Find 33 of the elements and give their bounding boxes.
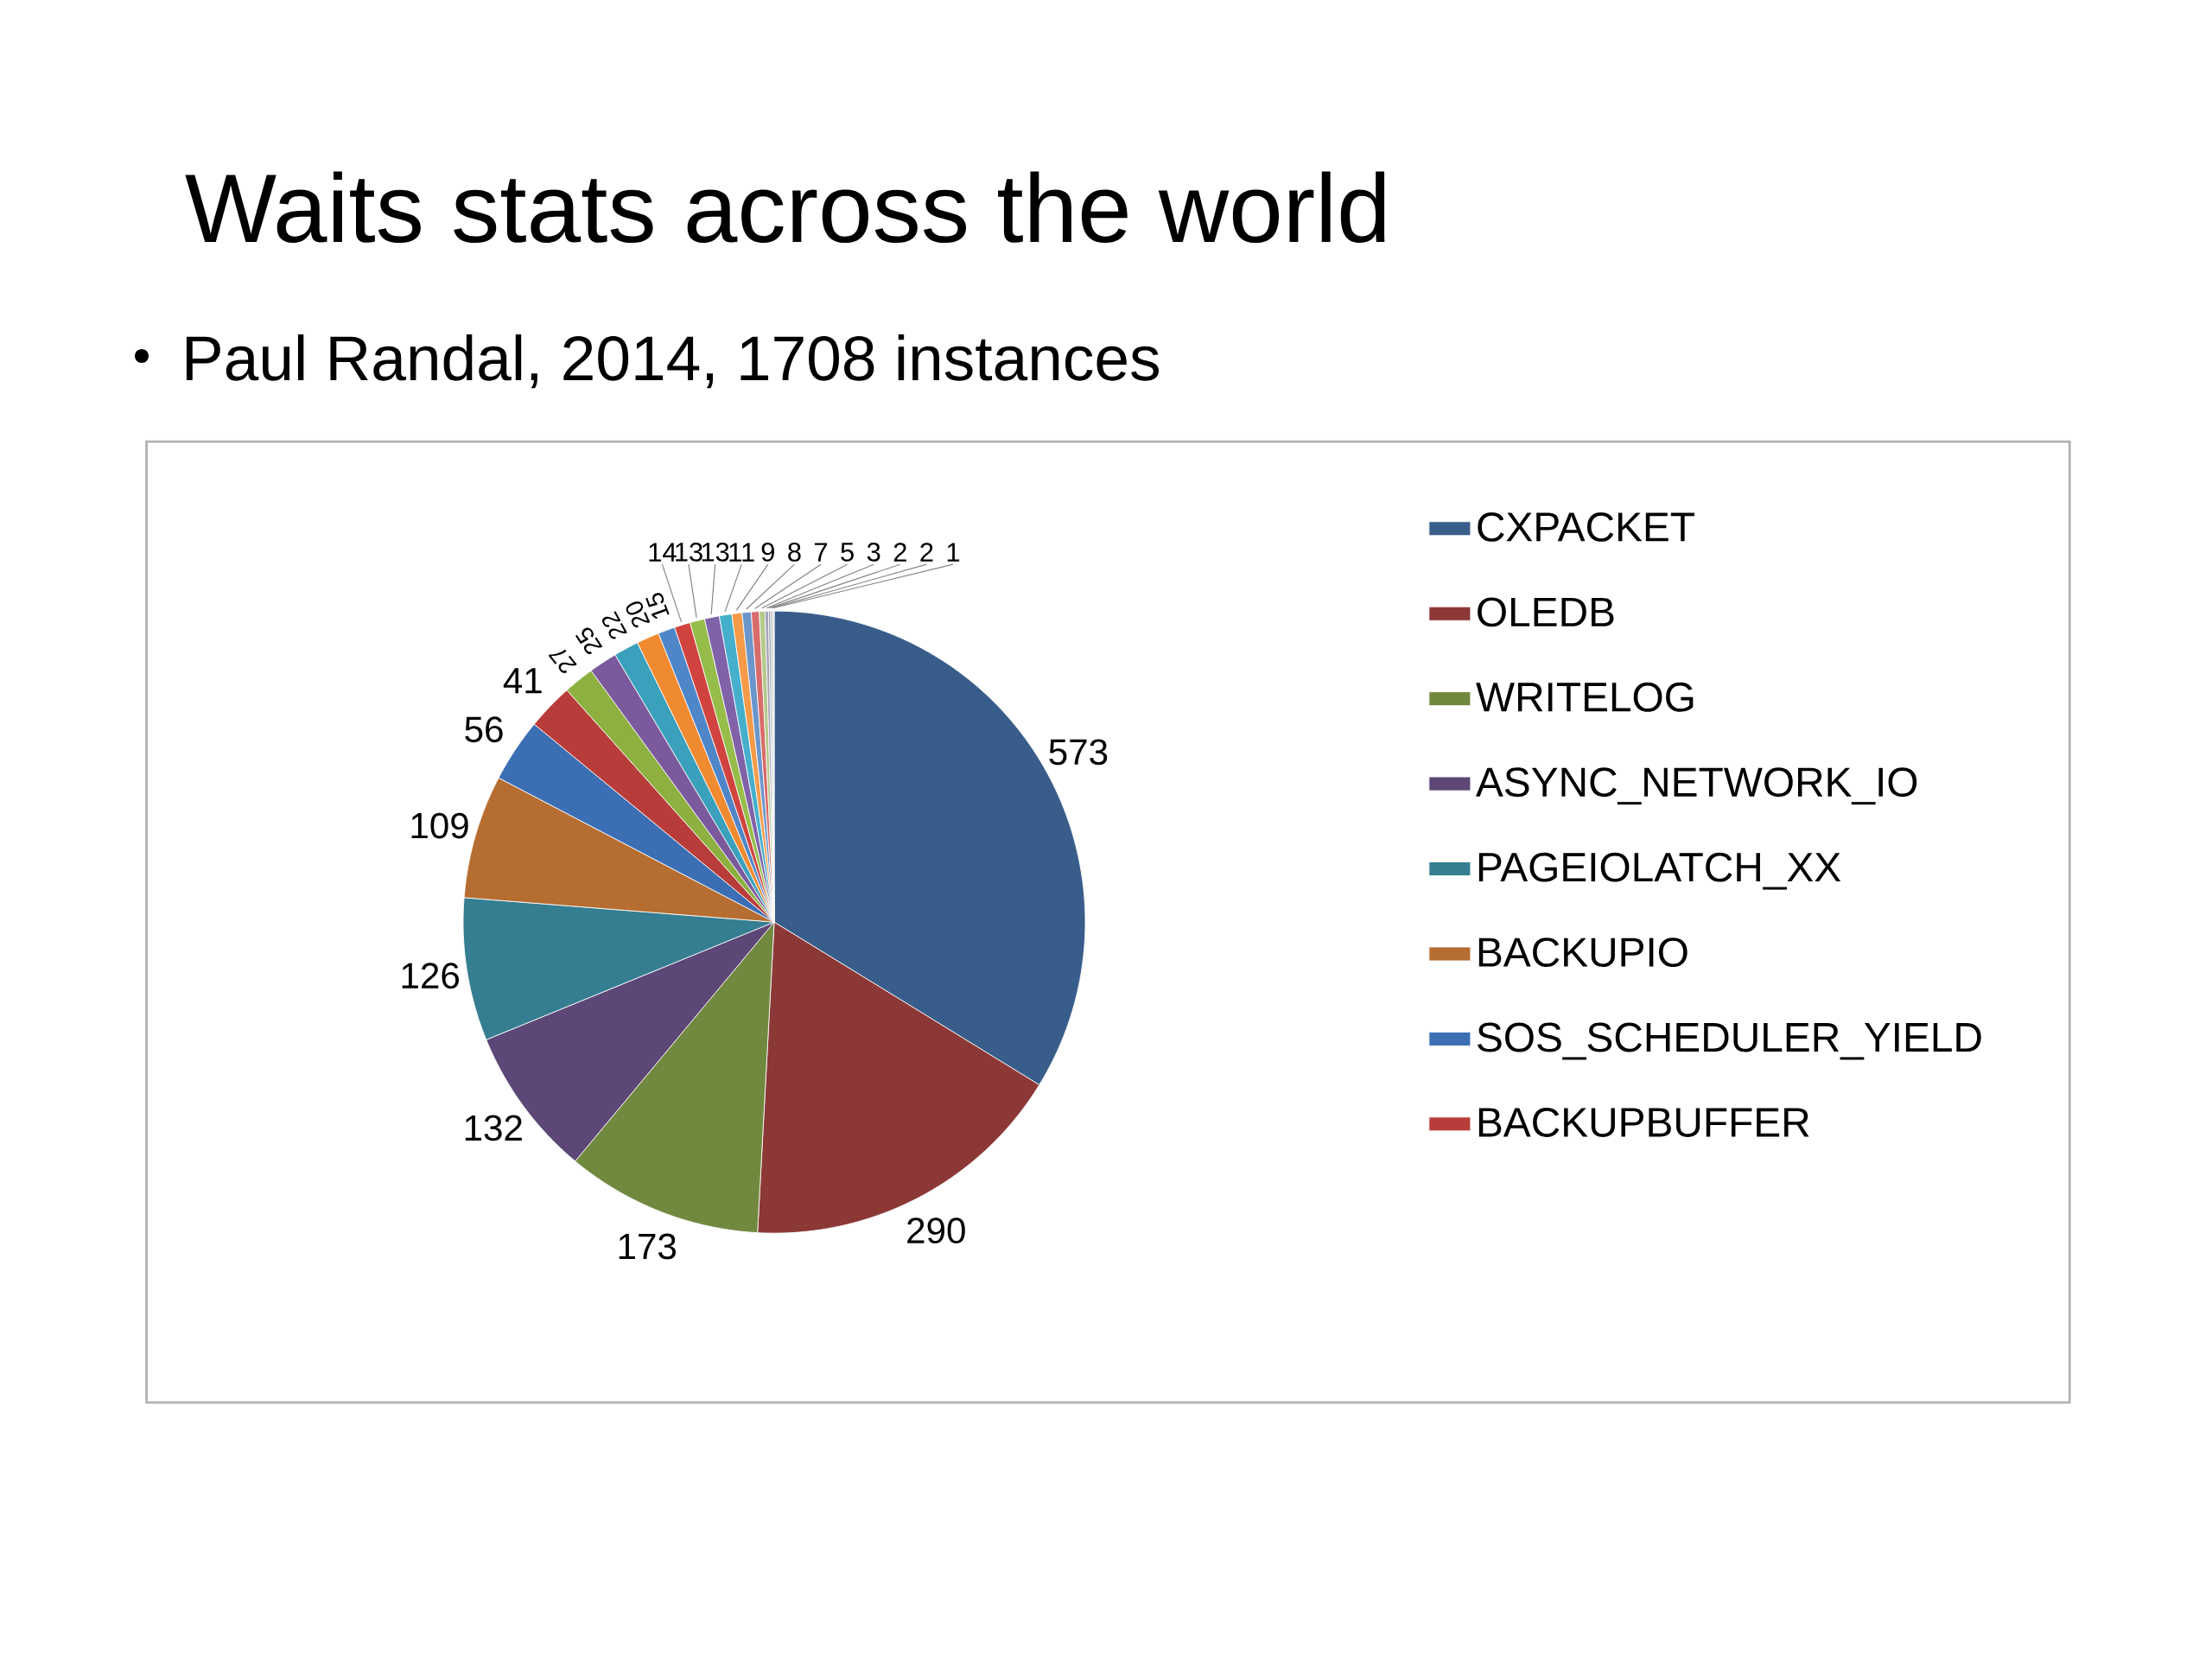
legend-label: BACKUPBUFFER	[1478, 1108, 1809, 1137]
legend-label: WRITELOG	[1476, 682, 1694, 712]
data-label: 13	[676, 542, 702, 562]
data-label: 1	[947, 543, 960, 562]
data-label: 25	[575, 627, 603, 654]
data-label: 2	[920, 543, 933, 562]
data-label: 2	[893, 543, 906, 562]
chart-title: Waits stats across the world	[185, 171, 1385, 244]
data-label: 573	[1049, 739, 1108, 766]
legend-label: SOS_SCHEDULER_YIELD	[1478, 1022, 1981, 1060]
data-label: 56	[465, 716, 503, 743]
legend-label: OLEDB	[1478, 597, 1614, 627]
data-label: 9	[761, 542, 774, 562]
legend-label: ASYNC_NETWORK_IO	[1476, 767, 1917, 805]
data-label: 290	[907, 1217, 965, 1244]
data-label: 22	[602, 611, 627, 639]
chart-subtitle: Paul Randal, 2014, 1708 instances	[186, 334, 1159, 389]
data-label: 3	[867, 542, 880, 562]
legend-label: BACKUPIO	[1478, 938, 1688, 968]
data-label: 14	[649, 543, 677, 562]
data-label: 8	[788, 542, 801, 562]
data-label: 27	[548, 649, 577, 673]
data-label: 7	[815, 543, 828, 562]
legend-label: CXPACKET	[1478, 512, 1694, 542]
data-label: 126	[402, 963, 459, 989]
data-label: 11	[729, 543, 754, 562]
data-label: 173	[619, 1233, 677, 1260]
data-label: 5	[841, 543, 854, 562]
data-label: 13	[702, 542, 729, 562]
legend-label: PAGEIOLATCH_XX	[1478, 852, 1841, 890]
data-label: 132	[465, 1115, 522, 1141]
data-label: 41	[503, 668, 542, 694]
data-label: 109	[411, 812, 468, 839]
